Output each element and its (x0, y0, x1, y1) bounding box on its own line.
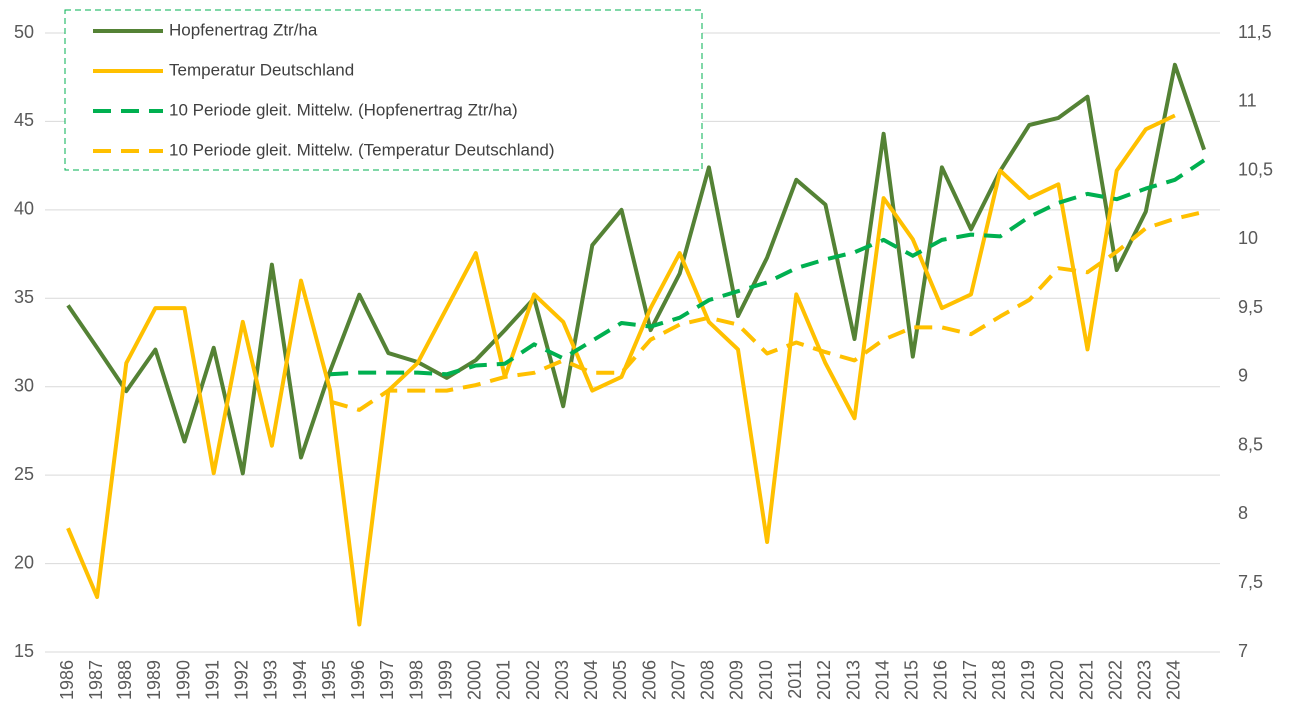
y-tick-label: 40 (14, 199, 34, 219)
x-tick-label: 2012 (814, 660, 834, 700)
y-tick-label: 25 (14, 464, 34, 484)
x-tick-label: 2024 (1164, 660, 1184, 700)
x-tick-label: 2004 (581, 660, 601, 700)
x-tick-label: 2000 (465, 660, 485, 700)
x-tick-label: 1993 (261, 660, 281, 700)
x-tick-label: 2010 (756, 660, 776, 700)
x-tick-label: 1996 (348, 660, 368, 700)
x-tick-label: 1998 (406, 660, 426, 700)
x-tick-label: 1986 (57, 660, 77, 700)
x-tick-label: 2014 (872, 660, 892, 700)
y2-tick-label: 10 (1238, 228, 1258, 248)
y-tick-label: 30 (14, 375, 34, 395)
legend-label: 10 Periode gleit. Mittelw. (Hopfenertrag… (169, 100, 518, 119)
legend-label: Temperatur Deutschland (169, 60, 354, 79)
y-tick-label: 15 (14, 641, 34, 661)
x-tick-label: 2017 (960, 660, 980, 700)
x-tick-label: 1990 (173, 660, 193, 700)
x-tick-label: 2019 (1018, 660, 1038, 700)
series-line (66, 62, 1206, 476)
y2-tick-label: 8 (1238, 503, 1248, 523)
x-tick-label: 1995 (319, 660, 339, 700)
x-tick-label: 2003 (552, 660, 572, 700)
x-tick-label: 2007 (668, 660, 688, 700)
x-tick-label: 2022 (1105, 660, 1125, 700)
y2-tick-label: 7,5 (1238, 572, 1263, 592)
legend: Hopfenertrag Ztr/ha Temperatur Deutschlan… (64, 9, 703, 171)
x-tick-label: 2009 (727, 660, 747, 700)
y2-tick-label: 7 (1238, 641, 1248, 661)
x-tick-label: 1991 (202, 660, 222, 700)
x-tick-label: 2020 (1047, 660, 1067, 700)
y2-tick-label: 11,5 (1238, 22, 1272, 42)
x-tick-label: 1997 (377, 660, 397, 700)
x-tick-label: 2023 (1135, 660, 1155, 700)
y-tick-label: 50 (14, 22, 34, 42)
x-tick-label: 1988 (115, 660, 135, 700)
x-tick-label: 2006 (639, 660, 659, 700)
y-tick-label: 35 (14, 287, 34, 307)
x-tick-label: 2002 (523, 660, 543, 700)
x-tick-label: 2016 (931, 660, 951, 700)
legend-label: 10 Periode gleit. Mittelw. (Temperatur D… (169, 140, 555, 159)
x-tick-label: 2021 (1076, 660, 1096, 700)
y2-tick-label: 10,5 (1238, 159, 1273, 179)
x-tick-label: 1989 (144, 660, 164, 700)
x-tick-label: 2001 (494, 660, 514, 700)
x-tick-label: 1992 (232, 660, 252, 700)
legend-box (64, 9, 703, 171)
x-tick-label: 2008 (698, 660, 718, 700)
y2-tick-label: 9,5 (1238, 297, 1263, 317)
x-tick-label: 2015 (902, 660, 922, 700)
y-tick-label: 20 (14, 552, 34, 572)
y-tick-label: 45 (14, 110, 34, 130)
x-tick-label: 2013 (843, 660, 863, 700)
x-tick-label: 1999 (435, 660, 455, 700)
series-line (329, 209, 1205, 412)
x-tick-label: 1987 (86, 660, 106, 700)
series-line (330, 158, 1206, 377)
y2-tick-label: 8,5 (1238, 434, 1263, 454)
series-line (66, 113, 1176, 627)
x-tick-label: 1994 (290, 660, 310, 700)
y2-tick-label: 11 (1238, 91, 1257, 111)
y2-tick-label: 9 (1238, 366, 1248, 386)
x-tick-label: 2018 (989, 660, 1009, 700)
x-tick-label: 2011 (785, 660, 805, 699)
legend-label: Hopfenertrag Ztr/ha (169, 20, 318, 39)
x-tick-label: 2005 (610, 660, 630, 700)
